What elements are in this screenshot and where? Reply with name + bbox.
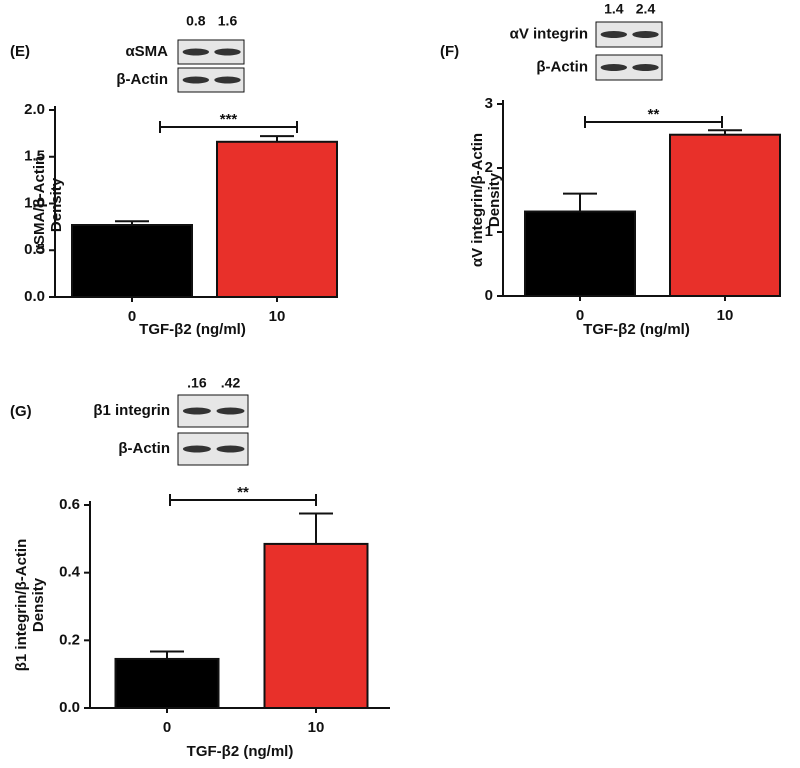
y-tick-label: 0.0 xyxy=(24,288,45,305)
y-tick-label: 1.0 xyxy=(24,194,45,211)
row-label: αV integrin xyxy=(510,25,588,42)
bar xyxy=(263,542,369,709)
significance: ** xyxy=(237,484,249,501)
x-tick-label: 10 xyxy=(269,308,286,325)
y-tick-label: 2 xyxy=(485,159,493,176)
blot-band xyxy=(214,48,241,56)
y-tick-label: 1 xyxy=(485,223,493,240)
blot-band xyxy=(182,48,210,56)
blot-band xyxy=(632,31,659,38)
blot-band xyxy=(632,64,659,71)
x-axis-label: TGF-β2 (ng/ml) xyxy=(583,321,690,338)
x-tick-label: 0 xyxy=(128,308,136,325)
row-label: β1 integrin xyxy=(93,402,170,419)
y-axis-label: β1 integrin/β-Actin xyxy=(13,539,30,671)
y-tick-label: 0.6 xyxy=(59,496,80,513)
x-tick-label: 0 xyxy=(163,719,171,736)
lane-label: 1.4 xyxy=(604,1,624,17)
y-tick-label: 0.0 xyxy=(59,699,80,716)
blot-band xyxy=(182,445,211,453)
lane-label: 0.8 xyxy=(186,13,206,29)
x-tick-label: 0 xyxy=(576,307,584,324)
panel-label: (F) xyxy=(440,43,459,60)
y-tick-label: 1.5 xyxy=(24,148,45,165)
x-axis-label: TGF-β2 (ng/ml) xyxy=(139,321,246,338)
blot-band xyxy=(182,76,210,84)
lane-label: 1.6 xyxy=(218,13,238,29)
row-label: β-Actin xyxy=(118,440,170,457)
row-label: αSMA xyxy=(125,43,168,60)
bar xyxy=(114,657,220,709)
blot-band xyxy=(600,31,628,38)
panel-label: (G) xyxy=(10,403,32,420)
x-tick-label: 10 xyxy=(717,307,734,324)
y-axis-label: Density xyxy=(48,177,65,232)
bar xyxy=(216,140,338,298)
blot-band xyxy=(182,407,211,415)
x-tick-label: 10 xyxy=(308,719,325,736)
blot-band xyxy=(216,445,245,453)
y-axis-label: αSMA/β-Actin xyxy=(31,156,48,254)
y-tick-label: 2.0 xyxy=(24,101,45,118)
blot-band xyxy=(214,76,241,84)
blot-band xyxy=(600,64,628,71)
y-tick-label: 0 xyxy=(485,287,493,304)
y-axis-label: αV integrin/β-Actin xyxy=(469,133,486,267)
lane-label: .16 xyxy=(187,375,207,391)
y-tick-label: 0.4 xyxy=(59,564,81,581)
x-axis-label: TGF-β2 (ng/ml) xyxy=(187,743,294,760)
bar xyxy=(669,133,781,297)
bar xyxy=(524,210,636,298)
y-axis-label: Density xyxy=(486,172,503,227)
panel-label: (E) xyxy=(10,43,30,60)
row-label: β-Actin xyxy=(536,58,588,75)
significance: *** xyxy=(220,111,238,128)
y-tick-label: 0.2 xyxy=(59,631,80,648)
y-tick-label: 3 xyxy=(485,95,493,112)
row-label: β-Actin xyxy=(116,71,168,88)
bar xyxy=(71,224,193,299)
significance: ** xyxy=(648,106,660,123)
lane-label: 2.4 xyxy=(636,1,656,17)
lane-label: .42 xyxy=(221,375,241,391)
y-tick-label: 0.5 xyxy=(24,241,45,258)
y-axis-label: Density xyxy=(30,577,47,632)
blot-band xyxy=(216,407,245,415)
